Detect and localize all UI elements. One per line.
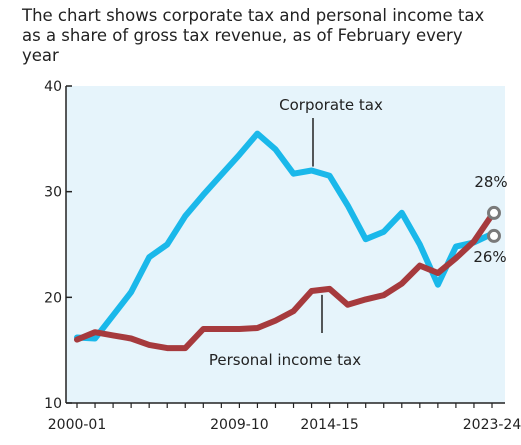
chart-title: The chart shows corporate tax and person… [22, 6, 485, 65]
x-tick-label: 2014-15 [300, 417, 359, 433]
annotation-layer: Corporate tax Personal income tax 28% 26% [209, 96, 508, 369]
series-layer [74, 130, 495, 352]
x-tick-label: 2000-01 [48, 417, 107, 433]
y-tick-label: 40 [44, 79, 62, 95]
plot-background [66, 86, 505, 403]
personal-income-tax-end-value: 28% [474, 173, 507, 191]
corporate-tax-label: Corporate tax [279, 96, 383, 114]
personal-income-tax-label: Personal income tax [209, 351, 361, 369]
x-tick-label: 2009-10 [210, 417, 269, 433]
corporate-tax-line [74, 130, 495, 342]
x-tick-label: 2023-24 [463, 417, 521, 433]
y-tick-label: 10 [44, 396, 62, 412]
y-tick-label: 30 [44, 185, 62, 201]
personal-income-tax-line [74, 211, 495, 352]
y-axis: 10 20 30 40 [44, 79, 72, 412]
personal-income-tax-end-marker [487, 205, 501, 220]
corporate-tax-end-value: 26% [473, 248, 506, 266]
x-axis: 2000-01 2009-10 2014-15 2023-24 [48, 402, 521, 433]
y-tick-label: 20 [44, 290, 62, 306]
corporate-tax-end-marker [487, 228, 501, 243]
